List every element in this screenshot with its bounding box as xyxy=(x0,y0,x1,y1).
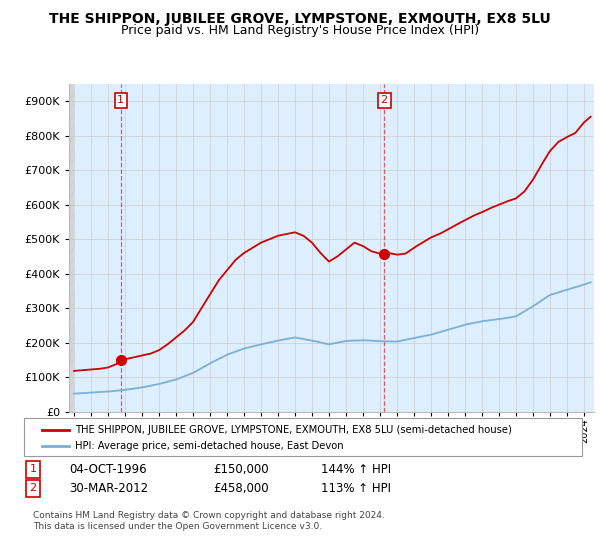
Text: 144% ↑ HPI: 144% ↑ HPI xyxy=(321,463,391,476)
Text: This data is licensed under the Open Government Licence v3.0.: This data is licensed under the Open Gov… xyxy=(33,522,322,531)
Text: 1: 1 xyxy=(29,464,37,474)
Bar xyxy=(69,84,74,412)
Text: Contains HM Land Registry data © Crown copyright and database right 2024.: Contains HM Land Registry data © Crown c… xyxy=(33,511,385,520)
Text: Price paid vs. HM Land Registry's House Price Index (HPI): Price paid vs. HM Land Registry's House … xyxy=(121,24,479,36)
Text: 2: 2 xyxy=(380,95,388,105)
Text: 1: 1 xyxy=(118,95,124,105)
Text: 30-MAR-2012: 30-MAR-2012 xyxy=(69,482,148,495)
Text: THE SHIPPON, JUBILEE GROVE, LYMPSTONE, EXMOUTH, EX8 5LU: THE SHIPPON, JUBILEE GROVE, LYMPSTONE, E… xyxy=(49,12,551,26)
Text: £150,000: £150,000 xyxy=(213,463,269,476)
Text: 113% ↑ HPI: 113% ↑ HPI xyxy=(321,482,391,495)
Text: 2: 2 xyxy=(29,483,37,493)
Text: 04-OCT-1996: 04-OCT-1996 xyxy=(69,463,146,476)
Text: HPI: Average price, semi-detached house, East Devon: HPI: Average price, semi-detached house,… xyxy=(75,441,344,451)
Text: £458,000: £458,000 xyxy=(213,482,269,495)
Text: THE SHIPPON, JUBILEE GROVE, LYMPSTONE, EXMOUTH, EX8 5LU (semi-detached house): THE SHIPPON, JUBILEE GROVE, LYMPSTONE, E… xyxy=(75,424,512,435)
